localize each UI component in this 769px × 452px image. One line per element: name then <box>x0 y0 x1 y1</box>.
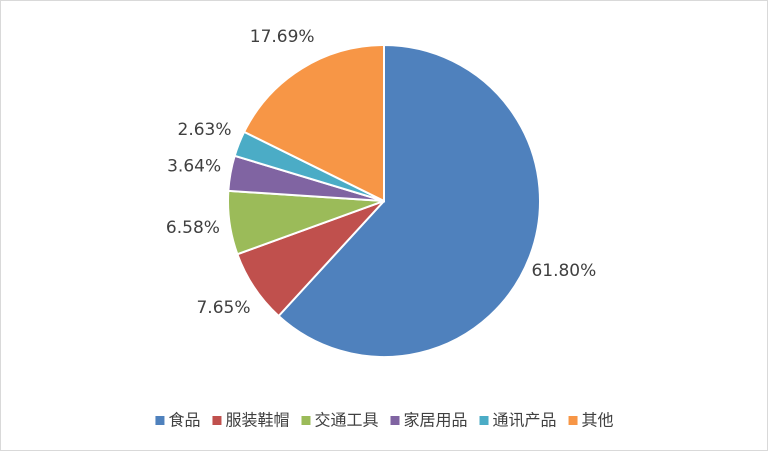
legend-label: 服装鞋帽 <box>225 411 289 430</box>
legend-swatch <box>155 416 165 425</box>
legend-label: 食品 <box>168 411 200 430</box>
legend-label: 通讯产品 <box>493 411 557 430</box>
data-label: 7.65% <box>196 298 250 318</box>
pie-slice <box>277 43 541 358</box>
legend-swatch <box>212 416 222 425</box>
legend-label: 交通工具 <box>314 411 378 430</box>
legend-label: 家居用品 <box>404 411 468 430</box>
data-label: 3.64% <box>167 157 221 177</box>
legend-swatch <box>301 416 311 425</box>
data-label: 17.69% <box>250 27 315 47</box>
pie-slice <box>242 43 385 203</box>
legend-swatch <box>479 416 489 425</box>
legend-swatch <box>568 416 578 425</box>
legend-swatch <box>390 416 400 425</box>
data-label: 61.80% <box>531 261 596 281</box>
legend-label: 其他 <box>582 411 614 430</box>
data-label: 6.58% <box>166 218 220 238</box>
data-label: 2.63% <box>178 120 232 140</box>
